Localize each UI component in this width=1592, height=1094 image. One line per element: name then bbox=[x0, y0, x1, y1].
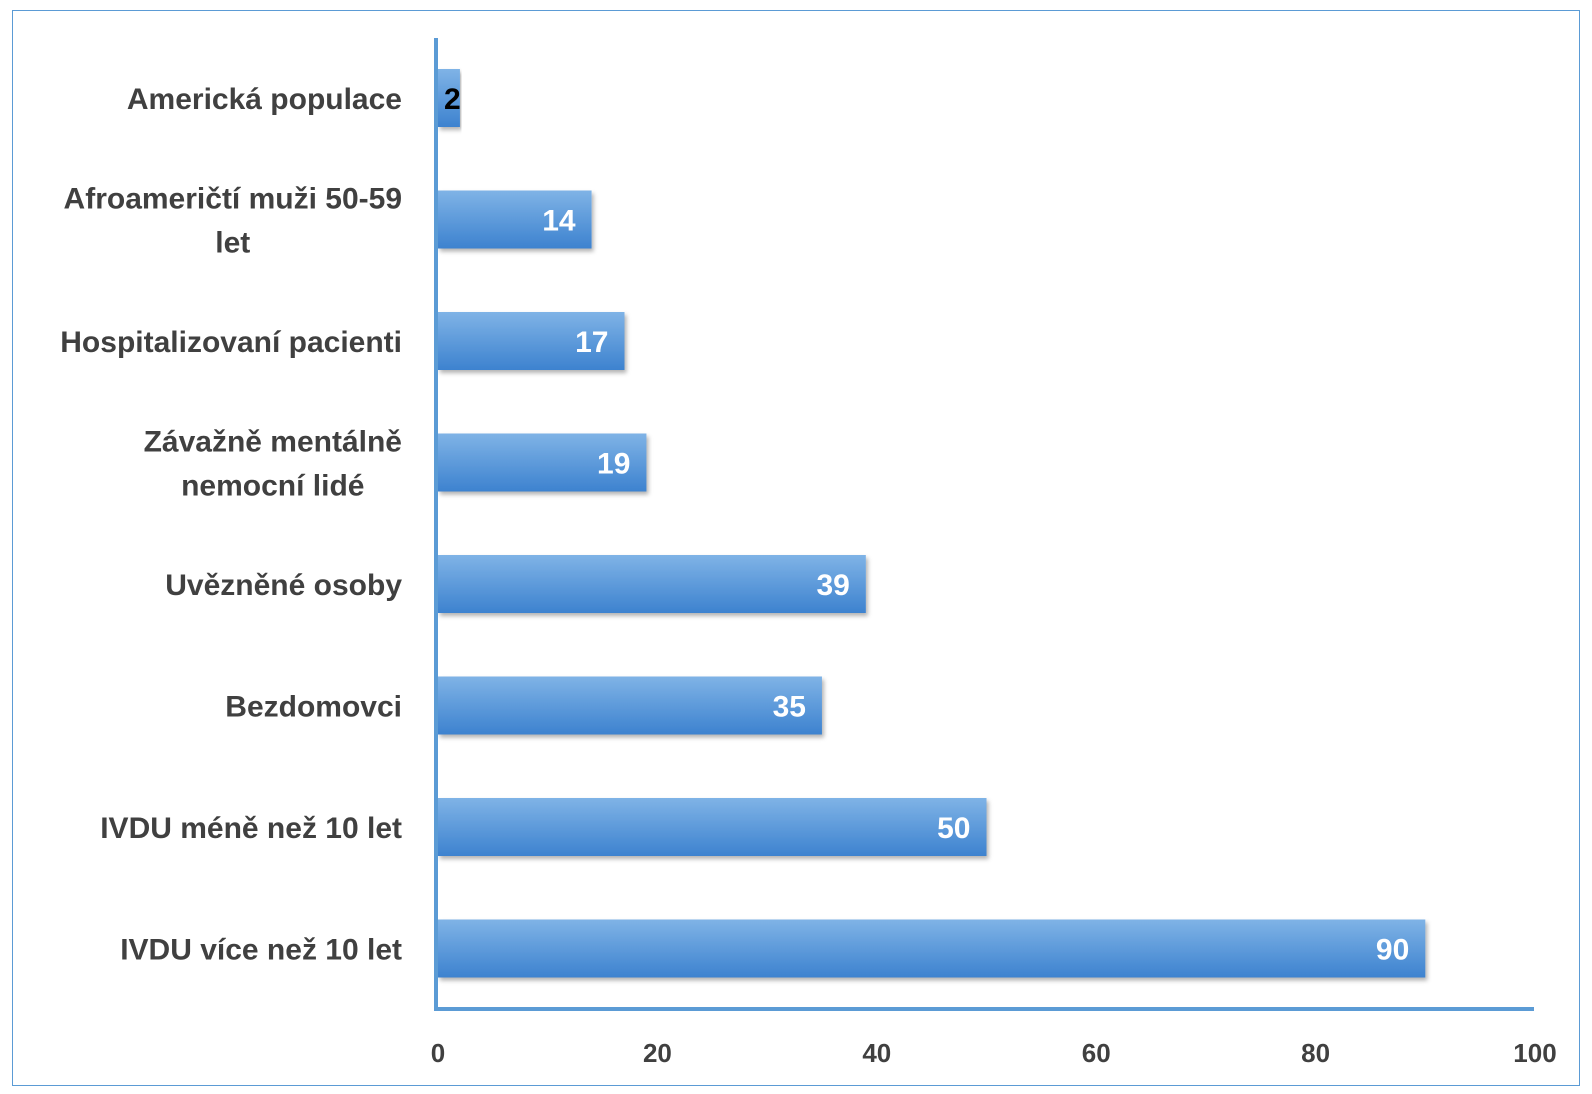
category-label-line: Závažně mentálně bbox=[144, 426, 402, 459]
category-label-5: Uvězněné osoby bbox=[165, 569, 402, 602]
category-label-2: Afroameričtí muži 50-59 let bbox=[64, 183, 402, 260]
data-label-1: 2 bbox=[444, 83, 461, 116]
data-label-5: 39 bbox=[816, 569, 849, 602]
labels-layer: 2 Americká populace 14 Afroameričtí muži 50… bbox=[60, 83, 1556, 1068]
category-label-line: Bezdomovci bbox=[225, 691, 402, 724]
bar-1 bbox=[438, 69, 460, 127]
bar-2 bbox=[438, 190, 592, 249]
category-label-4: Závažně mentálně nemocní lidé bbox=[144, 426, 402, 503]
category-label-line: nemocní lidé bbox=[181, 470, 364, 503]
category-label-line: let bbox=[215, 227, 250, 260]
bar-7 bbox=[438, 798, 987, 856]
chart-frame bbox=[12, 10, 1580, 1086]
x-tick-label: 80 bbox=[1301, 1038, 1330, 1068]
bar-3 bbox=[438, 312, 625, 370]
category-label-line: Hospitalizovaní pacienti bbox=[60, 326, 402, 359]
x-tick-label: 40 bbox=[862, 1038, 891, 1068]
data-label-2: 14 bbox=[542, 205, 576, 238]
category-label-line: IVDU méně než 10 let bbox=[100, 812, 402, 845]
data-label-8: 90 bbox=[1376, 934, 1409, 967]
data-label-7: 50 bbox=[937, 812, 970, 845]
x-tick-label: 60 bbox=[1082, 1038, 1111, 1068]
category-label-7: IVDU méně než 10 let bbox=[100, 812, 402, 845]
x-tick-label: 100 bbox=[1513, 1038, 1556, 1068]
category-label-line: Americká populace bbox=[127, 83, 402, 116]
bars-layer bbox=[438, 69, 1426, 978]
data-label-6: 35 bbox=[773, 691, 806, 724]
bar-8 bbox=[438, 919, 1426, 978]
x-tick-label: 20 bbox=[643, 1038, 672, 1068]
category-label-line: Uvězněné osoby bbox=[165, 569, 402, 602]
bar-5 bbox=[438, 555, 866, 613]
x-tick-label: 0 bbox=[431, 1038, 445, 1068]
bar-6 bbox=[438, 676, 822, 735]
axes-layer bbox=[434, 38, 1534, 1011]
category-label-3: Hospitalizovaní pacienti bbox=[60, 326, 402, 359]
category-label-1: Americká populace bbox=[127, 83, 402, 116]
category-label-6: Bezdomovci bbox=[225, 691, 402, 724]
category-label-8: IVDU více než 10 let bbox=[120, 934, 402, 967]
category-label-line: IVDU více než 10 let bbox=[120, 934, 402, 967]
category-label-line: Afroameričtí muži 50-59 bbox=[64, 183, 402, 216]
data-label-3: 17 bbox=[575, 326, 608, 359]
bar-4 bbox=[438, 433, 647, 492]
data-label-4: 19 bbox=[597, 448, 630, 481]
